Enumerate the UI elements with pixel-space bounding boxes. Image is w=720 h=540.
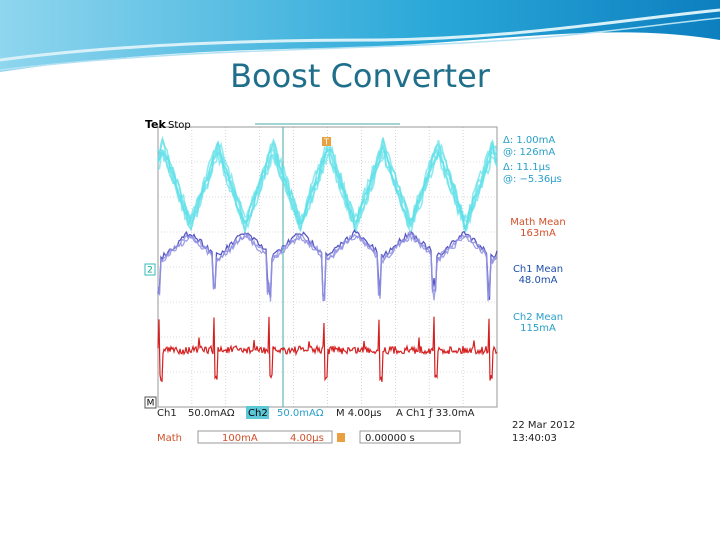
ch2-label: Ch2: [248, 408, 268, 419]
header-decoration: [0, 0, 720, 72]
timebase: M 4.00µs: [336, 408, 382, 419]
ch1-label: Ch1: [157, 408, 177, 419]
slide-title: Boost Converter: [230, 57, 491, 95]
measure-label: Math Mean: [510, 217, 565, 228]
position: 0.00000 s: [365, 433, 415, 444]
measure-value: 163mA: [520, 228, 556, 239]
ch1-trace: [157, 231, 498, 302]
date: 22 Mar 2012: [512, 420, 575, 431]
cursor-readout: Δ: 11.1µs: [503, 162, 550, 173]
math-trace: [157, 316, 498, 383]
ch2-flag: [144, 263, 156, 276]
math-flag: [144, 396, 157, 409]
math-scale: 100mA: [222, 433, 258, 444]
ch2-trace: [157, 147, 498, 233]
cursor-readout: @: 126mA: [503, 147, 555, 158]
time: 13:40:03: [512, 433, 557, 444]
ch2-trace: [157, 151, 498, 234]
trigger-marker: T: [323, 138, 329, 147]
math-marker: M: [147, 399, 155, 409]
cursor-readout: @: −5.36µs: [503, 174, 562, 185]
cursor-readout: Δ: 1.00mA: [503, 135, 555, 146]
status-bar: Ch1 50.0mAΩ Ch2 50.0mAΩ M 4.00µs A Ch1 ƒ…: [157, 406, 575, 444]
trigger-flag: [322, 137, 331, 146]
ch2-scale: 50.0mAΩ: [277, 408, 324, 419]
status: Stop: [168, 120, 191, 131]
measure-label: Ch1 Mean: [513, 264, 563, 275]
measure-value: 48.0mA: [519, 275, 558, 286]
trigger-setting: A Ch1 ƒ 33.0mA: [396, 408, 475, 419]
ch1-scale: 50.0mAΩ: [188, 408, 235, 419]
measure-value: 115mA: [520, 323, 556, 334]
scope-screen: [143, 117, 577, 447]
math-time: 4.00µs: [290, 433, 324, 444]
math-label: Math: [157, 433, 182, 444]
measure-label: Ch2 Mean: [513, 312, 563, 323]
brand: Tek: [145, 118, 167, 131]
ch2-marker: 2: [147, 266, 153, 276]
